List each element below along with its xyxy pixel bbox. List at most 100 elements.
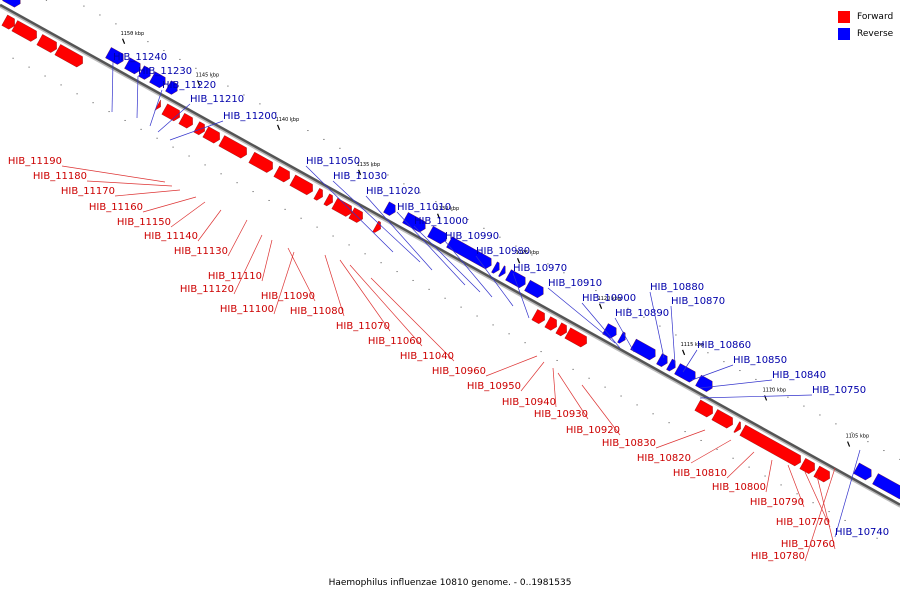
gene-leader-line <box>655 429 706 449</box>
scale-dot <box>211 76 213 78</box>
gene-label: HIB_10800 <box>712 482 766 493</box>
scale-dot <box>195 67 197 69</box>
scale-dot <box>163 50 165 52</box>
scale-dot <box>108 111 110 113</box>
reverse-gene-24 <box>402 212 426 233</box>
forward-gene-20 <box>323 193 333 207</box>
reverse-gene-8 <box>149 71 166 89</box>
reverse-swatch <box>838 28 850 40</box>
scale-dot <box>659 325 661 327</box>
reverse-gene-41 <box>674 363 696 383</box>
scale-tick-mark <box>358 169 362 176</box>
gene-label: HIB_11220 <box>162 80 216 91</box>
forward-gene-48 <box>813 465 830 483</box>
scale-tick-mark <box>197 80 201 86</box>
reverse-gene-40 <box>666 358 676 372</box>
scale-dot <box>780 484 782 486</box>
gene-leader-line <box>804 471 831 528</box>
gene-leader-line <box>765 459 773 493</box>
scale-dot <box>492 324 494 326</box>
gene-label: HIB_10850 <box>733 355 787 366</box>
scale-dot <box>579 281 581 283</box>
gene-label: HIB_11090 <box>261 291 315 302</box>
scale-dot <box>172 146 174 148</box>
scale-dot <box>444 297 446 299</box>
scale-dot <box>515 245 517 247</box>
gene-label: HIB_10780 <box>751 551 805 562</box>
scale-dot <box>467 218 469 220</box>
gene-leader-line <box>699 394 813 399</box>
gene-label: HIB_10910 <box>548 278 602 289</box>
scale-dot <box>611 298 613 300</box>
gene-leader-line <box>142 196 197 213</box>
gene-leader-line <box>149 89 163 127</box>
gene-leader-line <box>365 195 433 271</box>
gene-leader-line <box>690 439 732 464</box>
gene-leader-line <box>227 219 248 257</box>
gene-label: HIB_11230 <box>138 66 192 77</box>
scale-tick-mark <box>517 257 521 264</box>
genome-backbone <box>0 3 900 507</box>
gene-label: HIB_11210 <box>190 94 244 105</box>
gene-leader-line <box>547 287 616 344</box>
scale-dot <box>12 57 14 59</box>
gene-label: HIB_11000 <box>414 216 468 227</box>
forward-gene-13 <box>193 121 205 136</box>
scale-dot <box>700 439 702 441</box>
scale-dot <box>284 208 286 210</box>
gene-label: HIB_11200 <box>223 111 277 122</box>
gene-label: HIB_11140 <box>144 231 198 242</box>
gene-label: HIB_11160 <box>89 202 143 213</box>
scale-dot <box>860 528 862 530</box>
gene-label: HIB_10770 <box>776 517 830 528</box>
forward-gene-17 <box>273 165 290 183</box>
gene-label: HIB_10870 <box>671 296 725 307</box>
scale-dot <box>732 457 734 459</box>
scale-tick-mark <box>847 441 851 447</box>
gene-leader-line <box>834 449 861 538</box>
gene-label: HIB_10960 <box>432 366 486 377</box>
forward-gene-14 <box>202 126 220 144</box>
scale-dot <box>531 254 533 256</box>
gene-label: HIB_11030 <box>333 171 387 182</box>
gene-leader-line <box>170 201 206 228</box>
gene-label: HIB_11180 <box>33 171 87 182</box>
scale-dot <box>307 130 309 132</box>
legend-reverse-label: Reverse <box>857 29 894 39</box>
gene-leader-line <box>816 475 836 550</box>
gene-label: HIB_11010 <box>397 202 451 213</box>
gene-label: HIB_11050 <box>306 156 360 167</box>
reverse-gene-50 <box>872 473 900 500</box>
scale-dot <box>364 253 366 255</box>
scale-dot <box>460 306 462 308</box>
scale-dot <box>412 279 414 281</box>
scale-dot <box>835 423 837 425</box>
scale-dot <box>428 288 430 290</box>
scale-dot <box>140 128 142 130</box>
gene-label: HIB_10920 <box>566 425 620 436</box>
scale-tick-mark <box>122 38 126 44</box>
scale-dot <box>348 244 350 246</box>
gene-label: HIB_10890 <box>615 308 669 319</box>
scale-tick-label: 1110 kbp <box>763 387 787 393</box>
gene-leader-line <box>370 277 455 362</box>
scale-dot <box>524 342 526 344</box>
gene-leader-line <box>332 180 421 263</box>
forward-gene-43 <box>694 399 713 418</box>
scale-dot <box>76 93 78 95</box>
scale-dot <box>572 368 574 370</box>
gene-leader-line <box>512 272 530 319</box>
scale-tick-mark <box>599 303 603 309</box>
forward-gene-35 <box>564 327 587 348</box>
forward-gene-19 <box>313 188 323 201</box>
gene-label: HIB_11070 <box>336 321 390 332</box>
forward-gene-46 <box>739 424 801 467</box>
gene-leader-line <box>614 317 635 353</box>
gene-leader-line <box>324 254 345 317</box>
gene-leader-line <box>339 259 391 332</box>
scale-tick-label: 1140 kbp <box>276 117 300 123</box>
gene-label: HIB_10820 <box>637 453 691 464</box>
scale-dot <box>844 519 846 521</box>
scale-dot <box>355 156 357 158</box>
